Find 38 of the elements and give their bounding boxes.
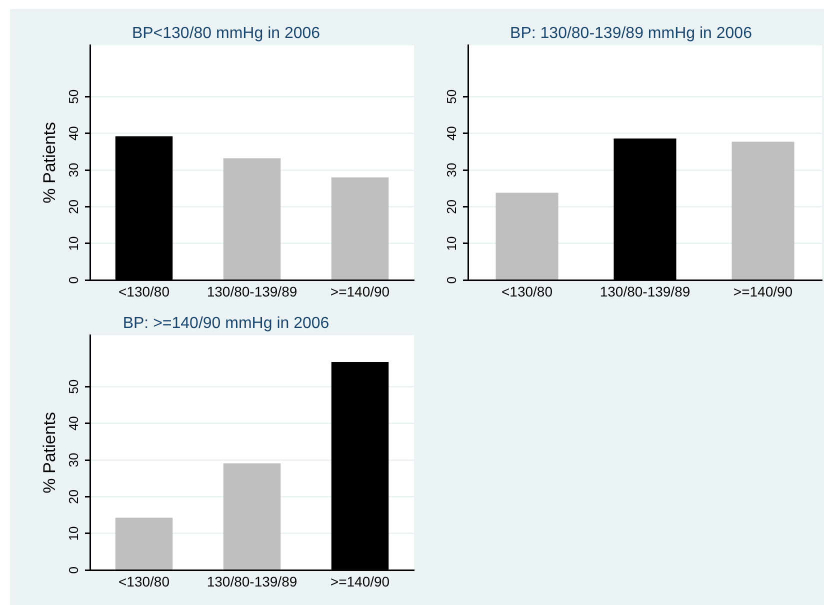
- x-tick-label: >=140/90: [733, 283, 793, 300]
- bar: [732, 142, 794, 280]
- y-tick-label: 50: [444, 89, 460, 104]
- y-tick-label: 10: [66, 526, 82, 541]
- bar: [223, 463, 281, 570]
- y-tick-label: 20: [66, 200, 82, 214]
- y-tick-label: 30: [444, 162, 460, 178]
- x-tick-label: <130/80: [118, 573, 170, 590]
- x-tick-label: 130/80-139/89: [600, 283, 690, 300]
- y-tick-label: 30: [66, 162, 82, 178]
- x-tick-label: >=140/90: [330, 573, 390, 590]
- x-tick-label: >=140/90: [330, 283, 390, 300]
- y-tick-label: 40: [66, 126, 82, 141]
- bar: [115, 518, 173, 570]
- y-tick-label: 10: [444, 236, 460, 251]
- y-tick-label: 20: [66, 490, 82, 504]
- y-axis-title: % Patients: [40, 122, 59, 204]
- chart-title: BP: 130/80-139/89 mmHg in 2006: [510, 25, 752, 42]
- y-tick-label: 0: [444, 276, 460, 284]
- chart-title: BP<130/80 mmHg in 2006: [132, 25, 320, 42]
- y-tick-label: 50: [66, 379, 82, 394]
- y-tick-label: 40: [66, 416, 82, 431]
- chart-title: BP: >=140/90 mmHg in 2006: [122, 315, 330, 332]
- y-tick-label: 30: [66, 452, 82, 468]
- x-tick-label: <130/80: [118, 283, 170, 300]
- y-tick-label: 40: [444, 126, 460, 141]
- y-tick-label: 0: [66, 566, 82, 574]
- y-tick-label: 50: [66, 89, 82, 104]
- x-tick-label: 130/80-139/89: [206, 573, 298, 590]
- bar: [496, 192, 558, 280]
- y-axis-title: % Patients: [40, 412, 59, 494]
- y-tick-label: 0: [66, 276, 82, 284]
- bar: [331, 177, 389, 280]
- y-tick-label: 20: [444, 200, 460, 214]
- bar: [223, 158, 281, 280]
- y-tick-label: 10: [66, 236, 82, 251]
- x-tick-label: 130/80-139/89: [206, 283, 298, 300]
- x-tick-label: <130/80: [502, 283, 553, 300]
